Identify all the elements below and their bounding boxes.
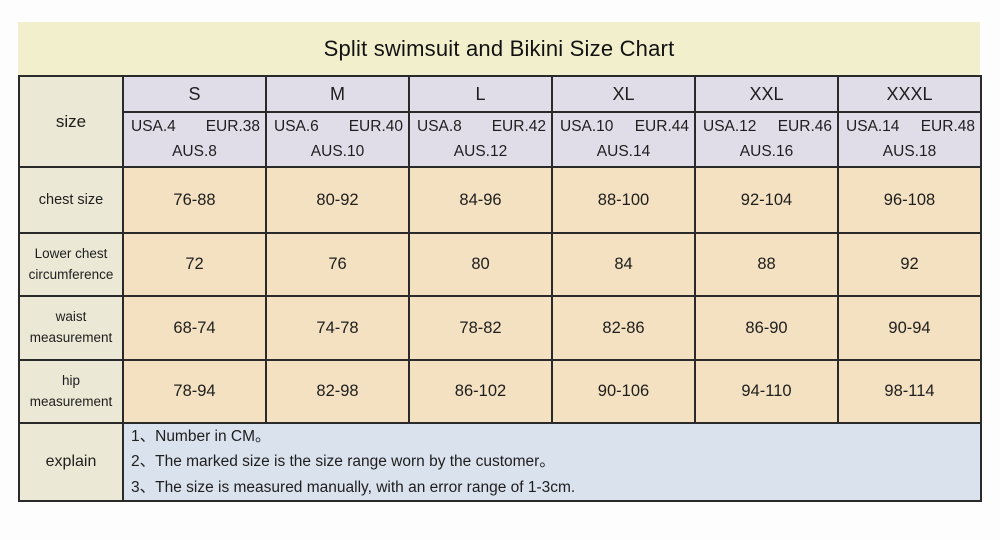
column-header-xxl: XXL bbox=[694, 75, 839, 113]
size-value-cell: 82-86 bbox=[551, 295, 696, 361]
eur-size: EUR.46 bbox=[777, 118, 832, 135]
size-value-cell: 90-106 bbox=[551, 359, 696, 424]
row-label-waist: waist measurement bbox=[18, 295, 124, 361]
explain-line: 3、The size is measured manually, with an… bbox=[131, 478, 576, 496]
table-row-waist: waist measurement 68-74 74-78 78-82 82-8… bbox=[18, 295, 982, 361]
row-label-explain: explain bbox=[18, 422, 124, 502]
column-header-l: L bbox=[408, 75, 553, 113]
size-value-cell: 82-98 bbox=[265, 359, 410, 424]
chart-title: Split swimsuit and Bikini Size Chart bbox=[18, 22, 980, 75]
eur-size: EUR.42 bbox=[491, 118, 546, 135]
intl-size-cell-xxl: USA.12 EUR.46 AUS.16 bbox=[694, 111, 839, 168]
explain-line: 2、The marked size is the size range worn… bbox=[131, 453, 555, 471]
size-value-cell: 80 bbox=[408, 232, 553, 297]
header-row-sizes: size S M L XL XXL XXXL bbox=[18, 75, 982, 168]
row-label-line: Lower chest bbox=[34, 245, 108, 261]
eur-size: EUR.48 bbox=[920, 118, 975, 135]
row-label-line: waist bbox=[55, 309, 87, 325]
explain-notes-cell: 1、Number in CM。 2、The marked size is the… bbox=[122, 422, 982, 502]
size-value-cell: 84 bbox=[551, 232, 696, 297]
size-value-cell: 90-94 bbox=[837, 295, 982, 361]
intl-size-cell-s: USA.4 EUR.38 AUS.8 bbox=[122, 111, 267, 168]
size-value-cell: 92 bbox=[837, 232, 982, 297]
table-row-chest-size: chest size 76-88 80-92 84-96 88-100 92-1… bbox=[18, 166, 982, 234]
row-label-line: measurement bbox=[29, 393, 113, 409]
size-value-cell: 74-78 bbox=[265, 295, 410, 361]
eur-size: EUR.38 bbox=[205, 118, 260, 135]
size-value-cell: 96-108 bbox=[837, 166, 982, 234]
size-value-cell: 78-94 bbox=[122, 359, 267, 424]
usa-size: USA.8 bbox=[417, 118, 462, 135]
size-header-cell: size bbox=[18, 75, 124, 168]
size-value-cell: 92-104 bbox=[694, 166, 839, 234]
aus-size: AUS.14 bbox=[596, 143, 651, 160]
usa-size: USA.14 bbox=[846, 118, 900, 135]
row-label-hip: hip measurement bbox=[18, 359, 124, 424]
size-value-cell: 84-96 bbox=[408, 166, 553, 234]
size-value-cell: 86-90 bbox=[694, 295, 839, 361]
row-label-lower-chest: Lower chest circumference bbox=[18, 232, 124, 297]
row-label-line: measurement bbox=[29, 330, 113, 345]
table-row-explain: explain 1、Number in CM。 2、The marked siz… bbox=[18, 422, 982, 502]
eur-size: EUR.44 bbox=[634, 118, 689, 135]
column-header-s: S bbox=[122, 75, 267, 113]
aus-size: AUS.16 bbox=[739, 143, 794, 160]
row-label-chest-size: chest size bbox=[18, 166, 124, 234]
size-value-cell: 72 bbox=[122, 232, 267, 297]
size-value-cell: 88-100 bbox=[551, 166, 696, 234]
size-value-cell: 68-74 bbox=[122, 295, 267, 361]
usa-size: USA.10 bbox=[560, 118, 614, 135]
size-value-cell: 86-102 bbox=[408, 359, 553, 424]
column-header-xl: XL bbox=[551, 75, 696, 113]
size-value-cell: 98-114 bbox=[837, 359, 982, 424]
usa-size: USA.6 bbox=[274, 118, 319, 135]
intl-size-cell-xl: USA.10 EUR.44 AUS.14 bbox=[551, 111, 696, 168]
aus-size: AUS.12 bbox=[453, 143, 508, 160]
size-value-cell: 88 bbox=[694, 232, 839, 297]
size-value-cell: 76-88 bbox=[122, 166, 267, 234]
intl-size-cell-l: USA.8 EUR.42 AUS.12 bbox=[408, 111, 553, 168]
table-row-hip: hip measurement 78-94 82-98 86-102 90-10… bbox=[18, 359, 982, 424]
size-value-cell: 78-82 bbox=[408, 295, 553, 361]
header-row-international: USA.4 EUR.38 AUS.8 USA.6 EUR.40 AUS.10 U… bbox=[19, 111, 982, 168]
size-value-cell: 76 bbox=[265, 232, 410, 297]
column-header-m: M bbox=[265, 75, 410, 113]
usa-size: USA.4 bbox=[131, 118, 176, 135]
aus-size: AUS.8 bbox=[172, 143, 217, 160]
intl-size-cell-xxxl: USA.14 EUR.48 AUS.18 bbox=[837, 111, 982, 168]
eur-size: EUR.40 bbox=[348, 118, 403, 135]
usa-size: USA.12 bbox=[703, 118, 757, 135]
size-chart-table: size S M L XL XXL XXXL USA.4 EUR.38 AUS.… bbox=[18, 75, 982, 502]
aus-size: AUS.18 bbox=[882, 143, 937, 160]
aus-size: AUS.10 bbox=[310, 143, 365, 160]
intl-size-cell-m: USA.6 EUR.40 AUS.10 bbox=[265, 111, 410, 168]
size-value-cell: 94-110 bbox=[694, 359, 839, 424]
size-value-cell: 80-92 bbox=[265, 166, 410, 234]
column-header-xxxl: XXXL bbox=[837, 75, 982, 113]
row-label-line: circumference bbox=[28, 266, 114, 282]
explain-line: 1、Number in CM。 bbox=[131, 428, 271, 446]
row-label-line: hip bbox=[61, 372, 80, 388]
table-row-lower-chest: Lower chest circumference 72 76 80 84 88… bbox=[18, 232, 982, 297]
